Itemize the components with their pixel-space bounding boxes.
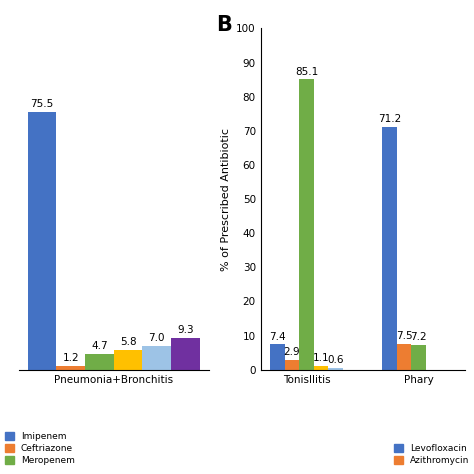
Text: 1.2: 1.2 — [63, 353, 79, 363]
Text: 2.9: 2.9 — [283, 347, 300, 357]
Text: 5.8: 5.8 — [120, 337, 137, 347]
Bar — [314, 366, 328, 370]
Y-axis label: % of Prescribed Antibiotic: % of Prescribed Antibiotic — [221, 128, 231, 271]
Legend: Imipenem, Ceftriazone, Meropenem: Imipenem, Ceftriazone, Meropenem — [5, 432, 74, 465]
Legend: Levofloxacin, Azithromycin: Levofloxacin, Azithromycin — [394, 444, 469, 465]
Bar — [328, 368, 343, 370]
Bar — [114, 350, 143, 370]
Text: 7.4: 7.4 — [269, 332, 285, 342]
Bar — [171, 338, 200, 370]
Text: 9.3: 9.3 — [177, 325, 194, 335]
Bar — [85, 354, 114, 370]
Bar — [143, 346, 171, 370]
Bar — [284, 360, 299, 370]
Text: 71.2: 71.2 — [378, 114, 401, 124]
Bar — [56, 365, 85, 370]
Text: 7.0: 7.0 — [149, 333, 165, 343]
Text: 1.1: 1.1 — [313, 353, 329, 363]
Bar — [411, 345, 426, 370]
Bar — [382, 127, 397, 370]
Bar — [27, 112, 56, 370]
Bar — [397, 344, 411, 370]
Text: 85.1: 85.1 — [295, 66, 318, 77]
Text: 7.5: 7.5 — [396, 331, 412, 341]
Bar — [270, 345, 284, 370]
Text: 0.6: 0.6 — [328, 355, 344, 365]
Text: 7.2: 7.2 — [410, 332, 427, 342]
Bar — [299, 79, 314, 370]
Text: 75.5: 75.5 — [30, 100, 54, 109]
Text: 4.7: 4.7 — [91, 341, 108, 351]
Text: B: B — [216, 15, 232, 35]
